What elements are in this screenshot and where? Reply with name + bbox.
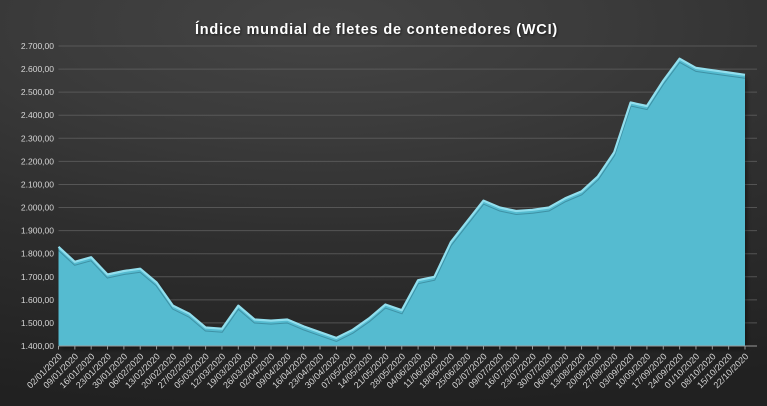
y-tick-label: 1.400,00 bbox=[21, 341, 54, 351]
y-tick-label: 2.300,00 bbox=[21, 133, 54, 143]
y-tick-label: 1.600,00 bbox=[21, 295, 54, 305]
area-fill bbox=[58, 58, 745, 346]
x-axis bbox=[58, 345, 757, 350]
y-tick-label: 2.100,00 bbox=[21, 179, 54, 189]
chart-title: Índice mundial de fletes de contenedores… bbox=[194, 22, 559, 38]
area-series-wci bbox=[57, 57, 746, 346]
y-tick-label: 2.000,00 bbox=[21, 203, 54, 213]
y-axis-labels: 1.400,00 1.500,00 1.600,00 1.700,00 1.800,00… bbox=[21, 41, 54, 351]
y-tick-label: 2.200,00 bbox=[21, 156, 54, 166]
y-tick-label: 1.800,00 bbox=[21, 249, 54, 259]
y-tick-label: 1.500,00 bbox=[21, 318, 54, 328]
y-tick-label: 1.700,00 bbox=[21, 272, 54, 282]
y-tick-label: 2.500,00 bbox=[21, 87, 54, 97]
area-top-highlight bbox=[57, 57, 746, 339]
y-tick-label: 1.900,00 bbox=[21, 226, 54, 236]
y-tick-label: 2.600,00 bbox=[21, 64, 54, 74]
x-axis-labels: 02/01/202009/01/202016/01/202023/01/2020… bbox=[25, 351, 750, 390]
y-tick-label: 2.400,00 bbox=[21, 110, 54, 120]
y-tick-label: 2.700,00 bbox=[21, 41, 54, 51]
